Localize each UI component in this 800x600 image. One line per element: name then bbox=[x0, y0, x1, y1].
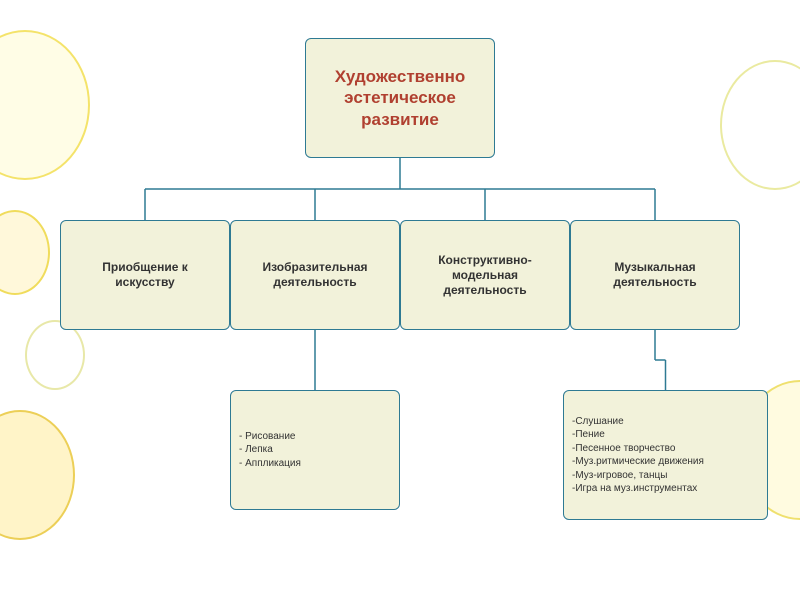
leaf-item: -Игра на муз.инструментах bbox=[572, 482, 697, 496]
root-title-line: развитие bbox=[361, 109, 439, 130]
child-title-line: Конструктивно- bbox=[438, 253, 532, 268]
leaf-item: -Пение bbox=[572, 428, 605, 442]
leaf-item: - Лепка bbox=[239, 443, 273, 457]
diagram-container: Художественноэстетическоеразвитие Приобщ… bbox=[0, 0, 800, 600]
child-title-line: деятельность bbox=[443, 283, 526, 298]
child-title-line: Изобразительная bbox=[263, 260, 368, 275]
leaf-item: -Слушание bbox=[572, 415, 624, 429]
child-node-art-intro: Приобщение кискусству bbox=[60, 220, 230, 330]
child-node-music-activity: Музыкальнаядеятельность bbox=[570, 220, 740, 330]
root-title-line: Художественно bbox=[335, 66, 466, 87]
child-title-line: модельная bbox=[452, 268, 518, 283]
leaf-item: - Аппликация bbox=[239, 457, 301, 471]
root-node: Художественноэстетическоеразвитие bbox=[305, 38, 495, 158]
leaf-item: -Песенное творчество bbox=[572, 442, 675, 456]
root-title-line: эстетическое bbox=[344, 87, 456, 108]
child-node-visual-activity: Изобразительнаядеятельность bbox=[230, 220, 400, 330]
leaf-node-visual-items: - Рисование- Лепка- Аппликация bbox=[230, 390, 400, 510]
leaf-item: - Рисование bbox=[239, 430, 295, 444]
child-title-line: Музыкальная bbox=[614, 260, 695, 275]
leaf-item: -Муз.ритмические движения bbox=[572, 455, 704, 469]
child-title-line: деятельность bbox=[613, 275, 696, 290]
leaf-item: -Муз-игровое, танцы bbox=[572, 469, 667, 483]
child-title-line: деятельность bbox=[273, 275, 356, 290]
child-title-line: Приобщение к bbox=[102, 260, 188, 275]
child-title-line: искусству bbox=[115, 275, 174, 290]
child-node-constructive-model: Конструктивно-модельнаядеятельность bbox=[400, 220, 570, 330]
leaf-node-music-items: -Слушание-Пение-Песенное творчество-Муз.… bbox=[563, 390, 768, 520]
